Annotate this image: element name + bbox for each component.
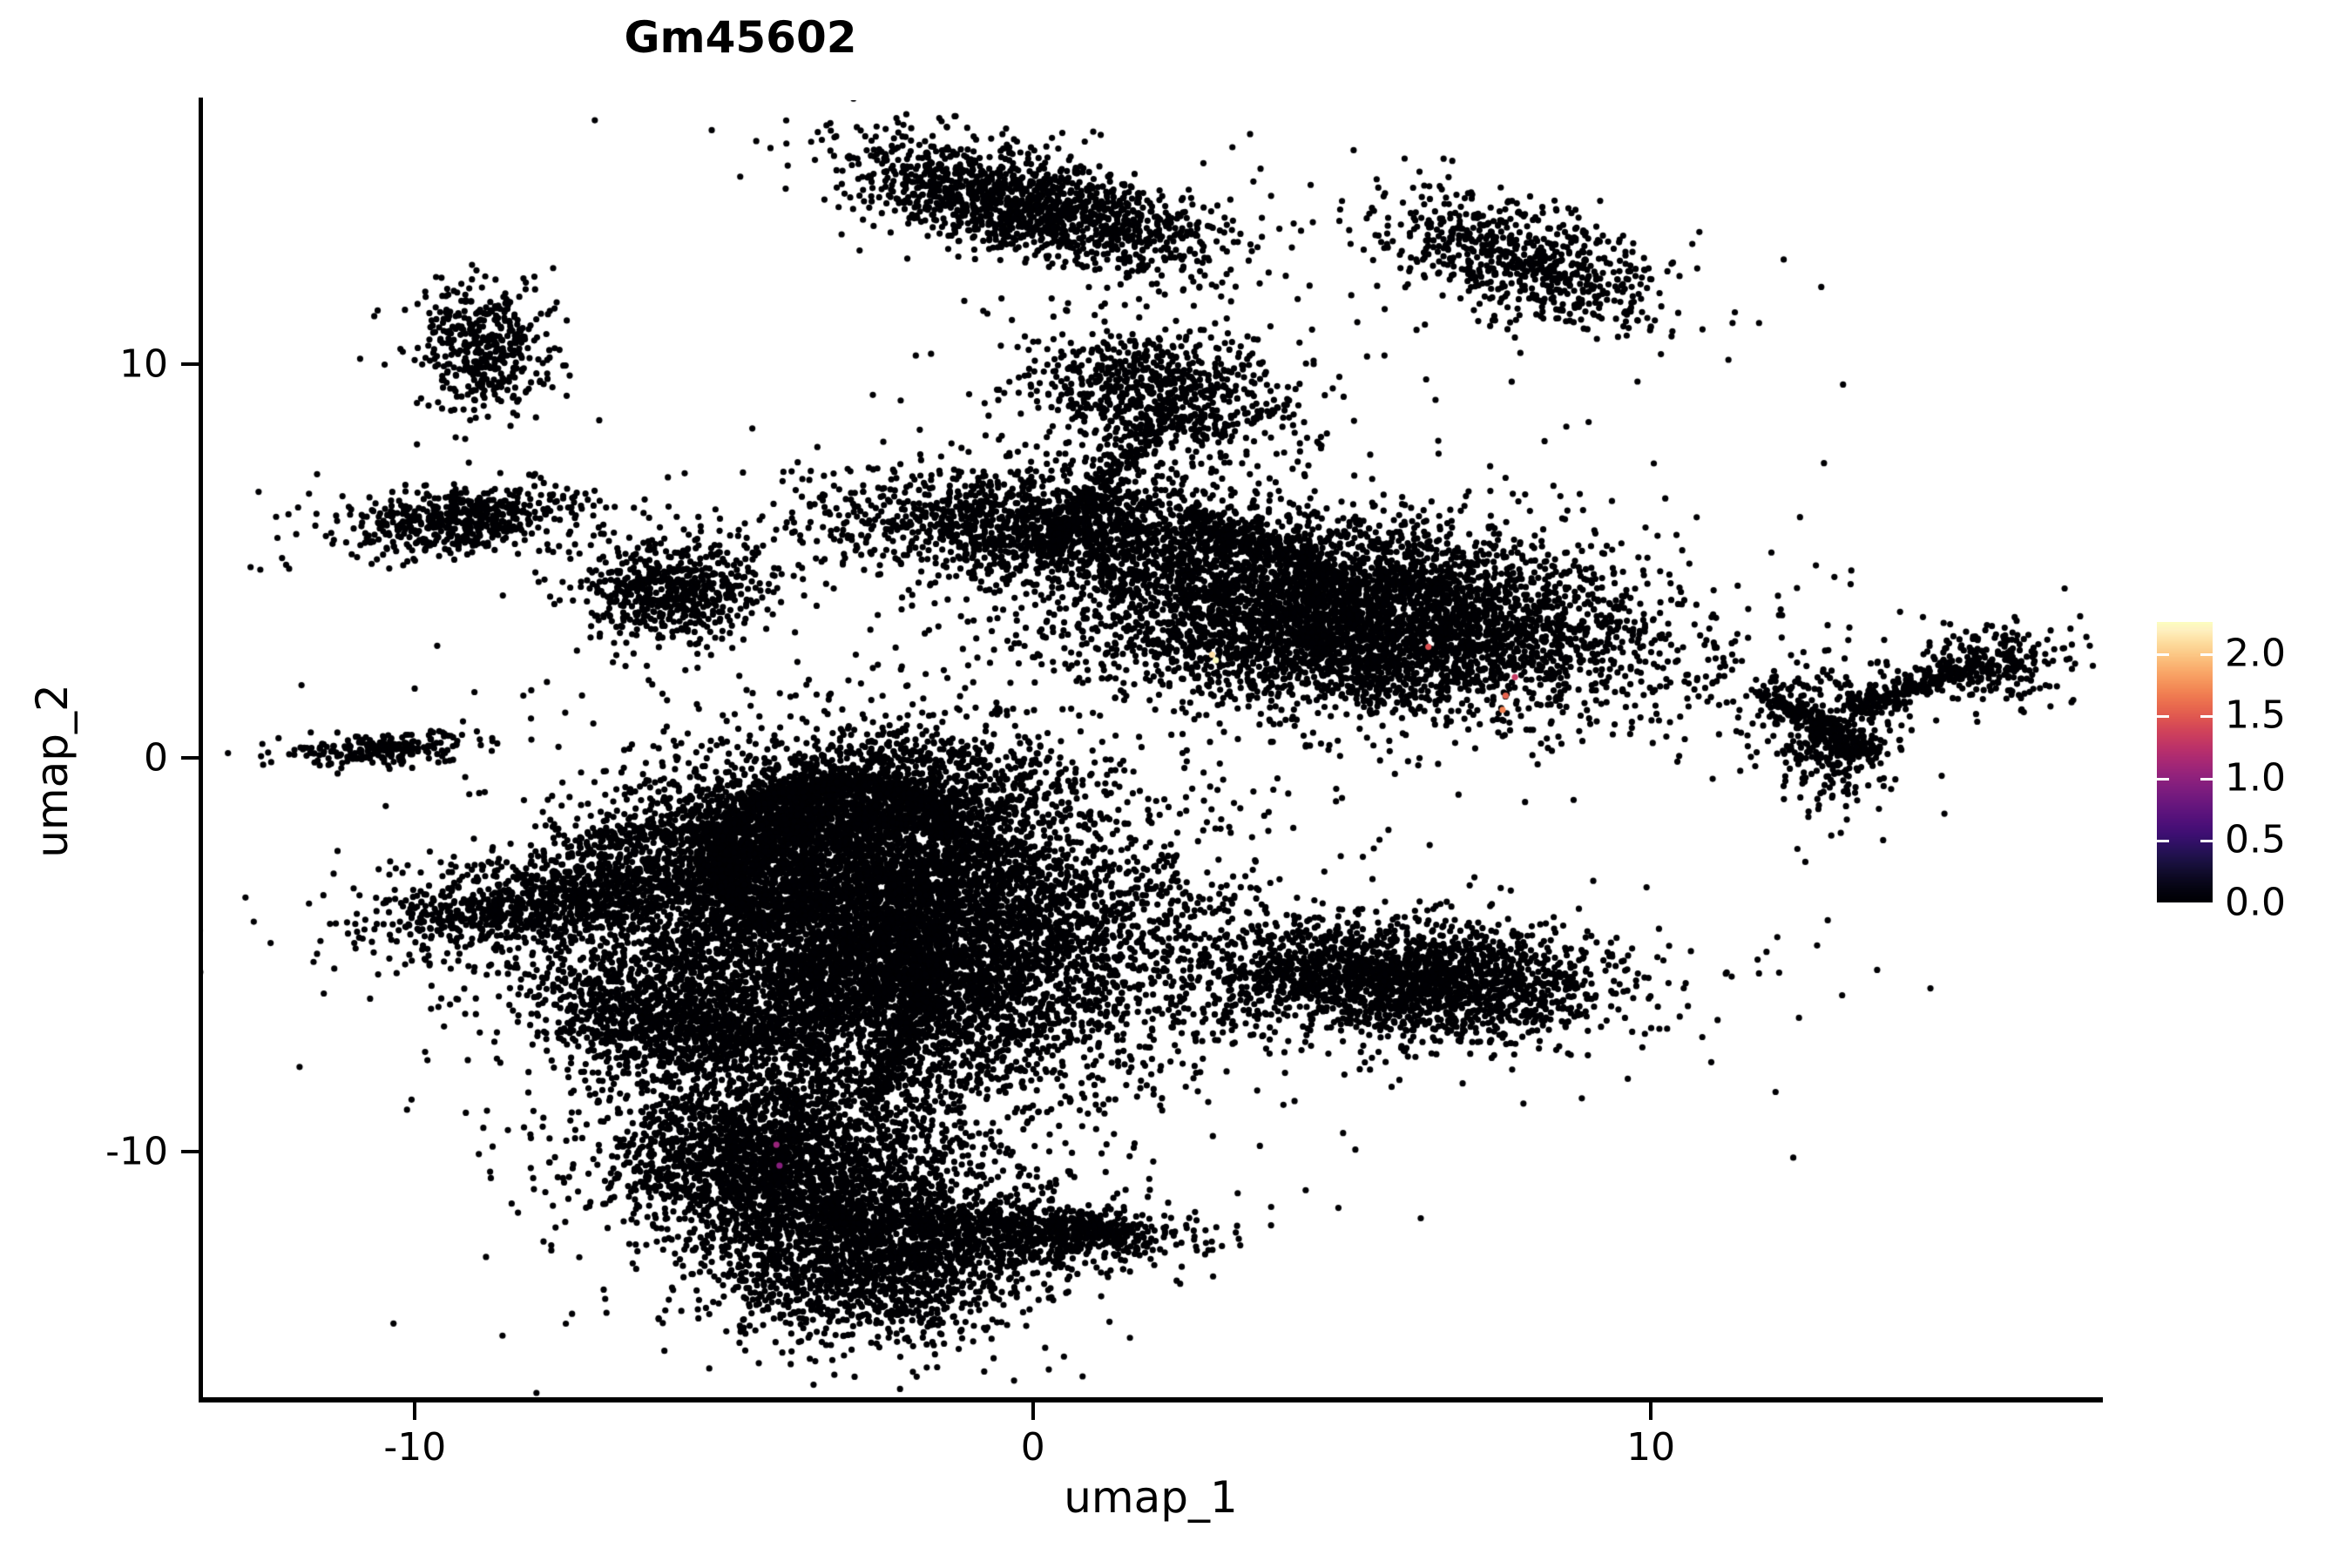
x-tick-label: 0	[1020, 1425, 1045, 1470]
colorbar-tick-mark	[2157, 715, 2169, 719]
plot-area	[199, 100, 2102, 1400]
y-axis-spine	[199, 98, 203, 1402]
colorbar-tick-label: 0.5	[2225, 817, 2286, 862]
colorbar-tick-label: 2.0	[2225, 631, 2286, 676]
y-tick-mark	[181, 756, 199, 760]
x-tick-mark	[1649, 1402, 1653, 1420]
y-tick-label: -10	[105, 1129, 168, 1174]
x-tick-mark	[1031, 1402, 1035, 1420]
scatter-points-canvas	[199, 100, 2102, 1400]
colorbar-tick-mark	[2157, 902, 2169, 905]
colorbar-tick-mark	[2157, 652, 2169, 656]
colorbar-tick-mark	[2157, 840, 2169, 843]
y-tick-label: 10	[119, 341, 168, 387]
page-title: Gm45602	[624, 12, 857, 63]
x-tick-label: -10	[383, 1425, 447, 1470]
x-axis-label: umap_1	[1064, 1472, 1238, 1523]
colorbar-tick-mark	[2200, 840, 2213, 843]
y-tick-mark	[181, 1150, 199, 1154]
colorbar-tick-mark	[2157, 777, 2169, 781]
x-axis-spine	[199, 1397, 2103, 1402]
y-tick-label: 0	[144, 735, 168, 781]
y-axis-label: umap_2	[27, 684, 78, 858]
colorbar-tick-mark	[2200, 902, 2213, 905]
colorbar-tick-label: 0.0	[2225, 880, 2286, 925]
colorbar-gradient	[2157, 622, 2213, 902]
x-tick-mark	[413, 1402, 417, 1420]
colorbar-tick-label: 1.0	[2225, 755, 2286, 801]
colorbar	[2157, 622, 2213, 905]
y-tick-mark	[181, 362, 199, 366]
colorbar-tick-label: 1.5	[2225, 693, 2286, 738]
colorbar-tick-mark	[2200, 652, 2213, 656]
colorbar-tick-mark	[2200, 715, 2213, 719]
x-tick-label: 10	[1626, 1425, 1676, 1470]
colorbar-tick-mark	[2200, 777, 2213, 781]
